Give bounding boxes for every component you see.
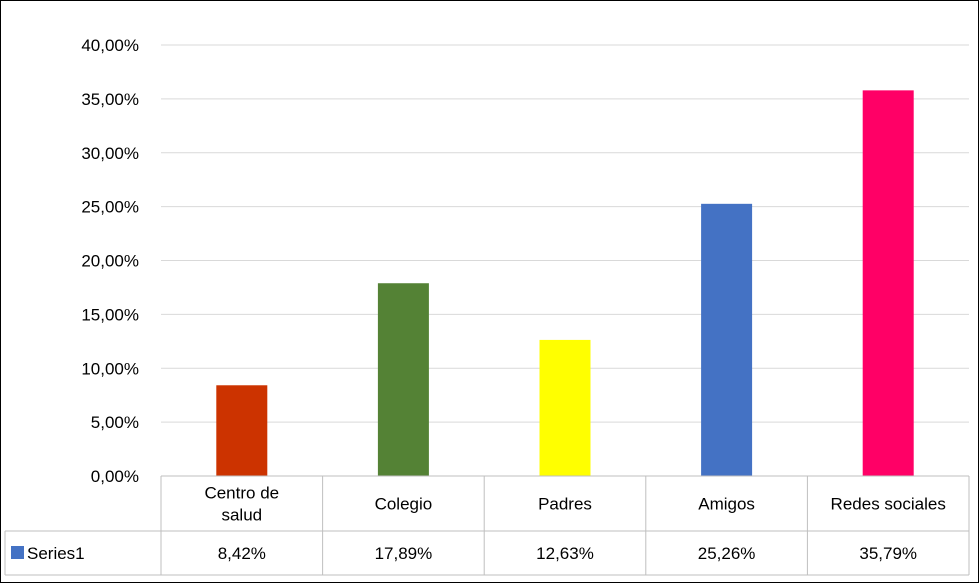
data-label: 8,42% bbox=[218, 544, 266, 563]
y-tick-label: 5,00% bbox=[91, 413, 139, 432]
bar bbox=[539, 339, 591, 476]
y-tick-label: 30,00% bbox=[81, 144, 139, 163]
y-tick-label: 35,00% bbox=[81, 90, 139, 109]
data-label: 25,26% bbox=[698, 544, 756, 563]
y-tick-label: 10,00% bbox=[81, 359, 139, 378]
x-tick-label: Centro de bbox=[204, 484, 279, 503]
bar bbox=[216, 385, 268, 476]
y-tick-label: 20,00% bbox=[81, 252, 139, 271]
x-tick-label: Amigos bbox=[698, 495, 755, 514]
bar bbox=[862, 90, 914, 477]
y-tick-label: 0,00% bbox=[91, 467, 139, 486]
y-tick-label: 25,00% bbox=[81, 198, 139, 217]
bar bbox=[377, 283, 429, 476]
x-tick-label: Colegio bbox=[375, 495, 433, 514]
y-tick-label: 40,00% bbox=[81, 36, 139, 55]
bar bbox=[701, 203, 753, 477]
x-tick-label: Redes sociales bbox=[831, 495, 946, 514]
legend-swatch bbox=[11, 546, 24, 559]
data-label: 17,89% bbox=[375, 544, 433, 563]
x-tick-label: salud bbox=[221, 506, 262, 525]
legend-series-label: Series1 bbox=[27, 544, 85, 563]
data-label: 35,79% bbox=[859, 544, 917, 563]
y-tick-label: 15,00% bbox=[81, 305, 139, 324]
data-label: 12,63% bbox=[536, 544, 594, 563]
x-tick-label: Padres bbox=[538, 495, 592, 514]
